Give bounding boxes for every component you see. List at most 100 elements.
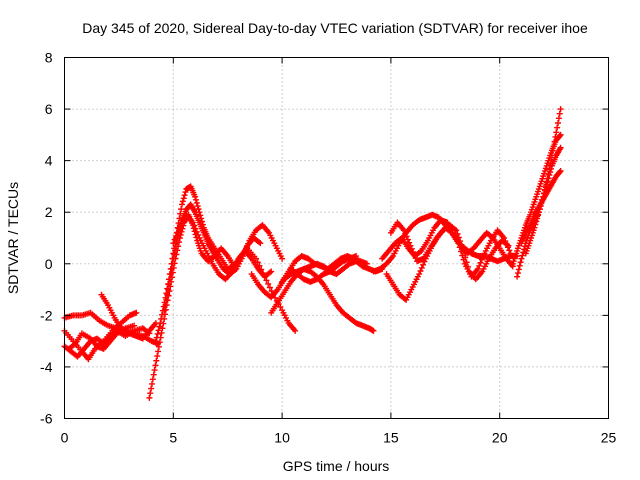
data-point-marker bbox=[170, 250, 177, 257]
data-point-marker bbox=[180, 195, 187, 202]
data-point-marker bbox=[420, 261, 427, 268]
data-point-marker bbox=[402, 230, 409, 237]
data-point-marker bbox=[477, 259, 484, 266]
data-point-marker bbox=[192, 225, 199, 232]
data-point-marker bbox=[245, 240, 252, 247]
data-point-marker bbox=[416, 271, 423, 278]
y-tick-label: 8 bbox=[45, 50, 53, 66]
data-point-marker bbox=[410, 248, 417, 255]
data-point-marker bbox=[459, 252, 466, 259]
data-point-marker bbox=[554, 124, 561, 131]
data-point-marker bbox=[504, 244, 511, 251]
data-point-marker bbox=[536, 206, 543, 213]
data-point-marker bbox=[533, 218, 540, 225]
data-point-marker bbox=[154, 353, 161, 360]
data-point-marker bbox=[546, 172, 553, 179]
y-tick-label: 0 bbox=[45, 256, 53, 272]
data-point-marker bbox=[133, 309, 140, 316]
data-point-marker bbox=[540, 193, 547, 200]
y-axis-label: SDTVAR / TECUs bbox=[5, 182, 21, 294]
data-point-marker bbox=[418, 264, 425, 271]
plot-frame bbox=[64, 57, 609, 419]
data-point-marker bbox=[537, 203, 544, 210]
data-point-marker bbox=[460, 256, 467, 263]
y-tick-label: 6 bbox=[45, 101, 53, 117]
data-point-marker bbox=[514, 273, 521, 280]
data-point-marker bbox=[155, 343, 162, 350]
data-series bbox=[61, 106, 564, 401]
data-point-marker bbox=[544, 178, 551, 185]
data-point-marker bbox=[556, 110, 563, 117]
data-point-marker bbox=[161, 307, 168, 314]
data-point-marker bbox=[400, 227, 407, 234]
data-point-marker bbox=[131, 322, 138, 329]
data-point-marker bbox=[179, 201, 186, 208]
data-point-marker bbox=[265, 280, 272, 287]
data-series-track-9 bbox=[170, 211, 275, 283]
data-point-marker bbox=[243, 243, 250, 250]
data-point-marker bbox=[152, 338, 159, 345]
x-tick-label: 20 bbox=[492, 430, 508, 446]
data-series-track-13 bbox=[287, 253, 360, 285]
data-point-marker bbox=[192, 193, 199, 200]
data-point-marker bbox=[553, 129, 560, 136]
data-point-marker bbox=[156, 339, 163, 346]
data-point-marker bbox=[459, 245, 466, 252]
data-point-marker bbox=[195, 206, 202, 213]
data-point-marker bbox=[152, 362, 159, 369]
data-point-marker bbox=[169, 260, 176, 267]
data-point-marker bbox=[148, 385, 155, 392]
data-point-marker bbox=[480, 253, 487, 260]
data-point-marker bbox=[189, 219, 196, 226]
data-point-marker bbox=[158, 311, 165, 318]
data-point-marker bbox=[453, 227, 460, 234]
data-point-marker bbox=[179, 198, 186, 205]
axis-ticks: 0 5 10 15 20 25 -6 -4 -2 0 2 4 6 8 bbox=[40, 50, 616, 446]
data-point-marker bbox=[557, 106, 564, 113]
data-point-marker bbox=[457, 248, 464, 255]
data-series-track-5 bbox=[98, 291, 159, 342]
data-point-marker bbox=[171, 251, 178, 258]
data-point-marker bbox=[535, 209, 542, 216]
data-point-marker bbox=[556, 132, 563, 139]
data-point-marker bbox=[515, 266, 522, 273]
data-point-marker bbox=[507, 250, 514, 257]
data-point-marker bbox=[456, 244, 463, 251]
data-point-marker bbox=[155, 327, 162, 334]
data-point-marker bbox=[192, 196, 199, 203]
data-point-marker bbox=[155, 348, 162, 355]
data-point-marker bbox=[519, 252, 526, 259]
data-point-marker bbox=[149, 376, 156, 383]
x-axis-label: GPS time / hours bbox=[283, 458, 390, 474]
data-point-marker bbox=[147, 390, 154, 397]
x-tick-label: 25 bbox=[601, 430, 617, 446]
x-tick-label: 5 bbox=[169, 430, 177, 446]
data-point-marker bbox=[193, 228, 200, 235]
data-point-marker bbox=[476, 262, 483, 269]
data-point-marker bbox=[153, 357, 160, 364]
data-point-marker bbox=[555, 119, 562, 126]
data-point-marker bbox=[165, 286, 172, 293]
data-point-marker bbox=[542, 184, 549, 191]
data-point-marker bbox=[170, 255, 177, 262]
data-point-marker bbox=[162, 302, 169, 309]
data-point-marker bbox=[557, 167, 564, 174]
data-point-marker bbox=[557, 131, 564, 138]
data-point-marker bbox=[363, 260, 370, 267]
data-point-marker bbox=[517, 259, 524, 266]
data-point-marker bbox=[158, 329, 165, 336]
data-point-marker bbox=[151, 367, 158, 374]
data-point-marker bbox=[174, 229, 181, 236]
data-point-marker bbox=[193, 199, 200, 206]
data-point-marker bbox=[148, 380, 155, 387]
data-point-marker bbox=[163, 296, 170, 303]
data-point-marker bbox=[168, 265, 175, 272]
data-point-marker bbox=[550, 143, 557, 150]
data-point-marker bbox=[268, 268, 275, 275]
data-point-marker bbox=[548, 165, 555, 172]
data-point-marker bbox=[552, 133, 559, 140]
data-point-marker bbox=[194, 203, 201, 210]
data-point-marker bbox=[153, 334, 160, 341]
y-tick-label: -6 bbox=[40, 411, 53, 427]
data-point-marker bbox=[417, 268, 424, 275]
